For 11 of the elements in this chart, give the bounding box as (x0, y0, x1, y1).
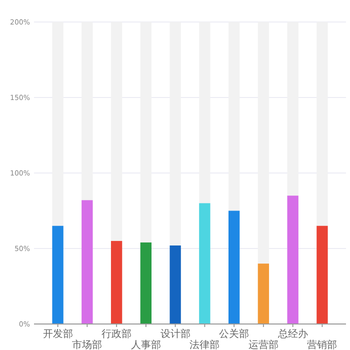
x-tick-label: 公关部 (219, 328, 250, 340)
x-tick-label: 营销部 (307, 339, 338, 350)
x-tick-label: 人事部 (130, 339, 161, 350)
x-tick-label: 运营部 (248, 339, 278, 350)
x-tick-label: 行政部 (102, 328, 132, 340)
x-tick-label: 开发部 (42, 328, 73, 340)
x-tick-label: 市场部 (72, 339, 102, 350)
x-tick-label: 法律部 (190, 339, 220, 350)
x-tick-label: 设计部 (160, 328, 190, 340)
x-tick-label: 总经办 (276, 328, 308, 340)
bar (258, 264, 270, 324)
